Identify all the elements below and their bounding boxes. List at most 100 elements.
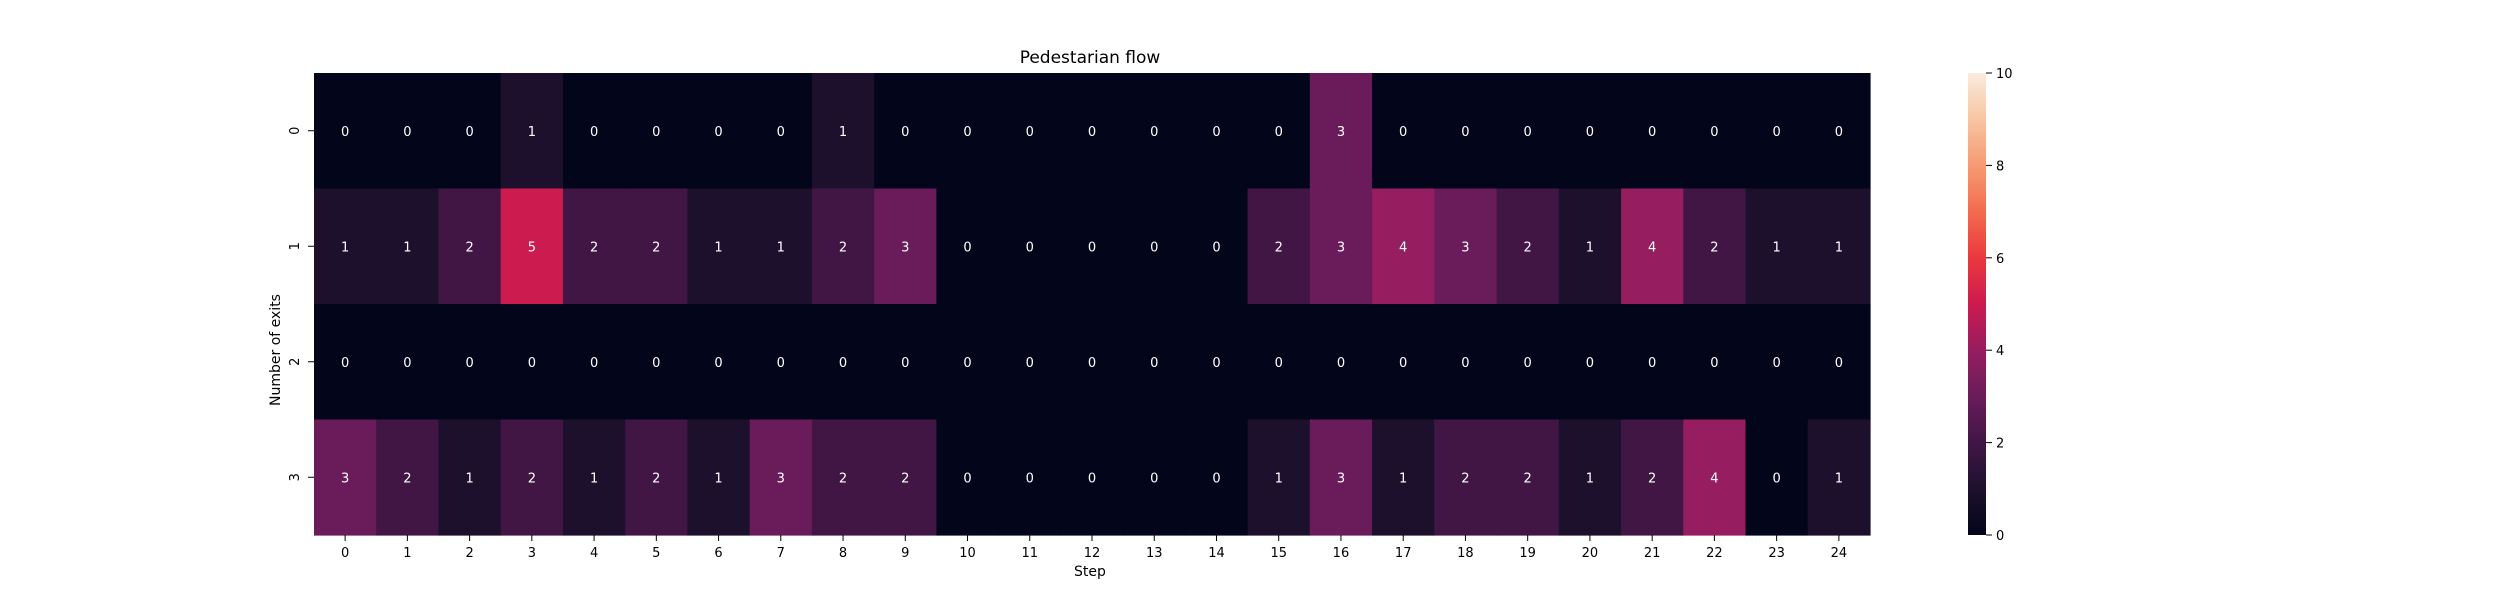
heatmap-cell <box>874 188 937 305</box>
heatmap-cell <box>687 188 751 305</box>
cell-value-label: 0 <box>1275 356 1283 371</box>
cell-value-label: 2 <box>590 240 598 255</box>
cell-value-label: 3 <box>1337 240 1345 255</box>
x-tick-label: 24 <box>1831 546 1848 561</box>
cell-value-label: 1 <box>1399 471 1407 486</box>
cell-value-label: 0 <box>1648 125 1656 140</box>
x-tick-label: 21 <box>1644 546 1661 561</box>
cell-value-label: 0 <box>1088 125 1096 140</box>
cell-value-label: 2 <box>839 240 847 255</box>
cell-value-label: 0 <box>1524 356 1532 371</box>
heatmap-cell <box>811 73 875 190</box>
heatmap-cell <box>1247 304 1311 421</box>
heatmap-cell <box>1185 419 1249 536</box>
heatmap-cell <box>1434 304 1498 421</box>
y-tick-label: 0 <box>288 127 303 135</box>
cell-value-label: 0 <box>1399 125 1407 140</box>
heatmap-cell <box>438 419 502 536</box>
cell-value-label: 0 <box>1524 125 1532 140</box>
heatmap-cell <box>1309 304 1373 421</box>
heatmap-cell <box>314 188 377 305</box>
heatmap-cell <box>1496 304 1560 421</box>
cell-value-label: 1 <box>1772 240 1780 255</box>
heatmap-cell <box>1807 73 1871 190</box>
x-axis-label: Step <box>1074 564 1106 580</box>
heatmap-cell <box>811 419 875 536</box>
heatmap-cell <box>438 73 502 190</box>
heatmap-cell <box>1621 73 1684 190</box>
heatmap-cell <box>1247 188 1311 305</box>
heatmap-cells <box>314 73 1871 536</box>
cell-value-label: 0 <box>652 125 660 140</box>
heatmap-cell <box>625 73 689 190</box>
heatmap-cell <box>749 73 813 190</box>
heatmap-cell <box>625 188 689 305</box>
cell-value-label: 0 <box>1150 471 1158 486</box>
heatmap-cell <box>314 304 377 421</box>
cell-value-label: 2 <box>652 240 660 255</box>
cell-value-label: 1 <box>1835 240 1843 255</box>
y-tick-label: 3 <box>288 473 303 481</box>
heatmap-cell <box>1745 188 1809 305</box>
heatmap-cell <box>438 188 502 305</box>
cell-value-label: 1 <box>1835 471 1843 486</box>
heatmap-cell <box>1309 419 1373 536</box>
heatmap-cell <box>687 73 751 190</box>
cell-value-label: 2 <box>1461 471 1469 486</box>
heatmap-cell <box>1123 419 1186 536</box>
cell-value-label: 0 <box>963 240 971 255</box>
cell-value-label: 0 <box>465 356 473 371</box>
cell-value-label: 2 <box>652 471 660 486</box>
colorbar <box>1968 73 1986 535</box>
cell-value-label: 3 <box>341 471 349 486</box>
x-tick-label: 16 <box>1333 546 1350 561</box>
heatmap-cell <box>749 419 813 536</box>
heatmap-cell <box>625 304 689 421</box>
cell-value-label: 2 <box>465 240 473 255</box>
cell-value-label: 2 <box>1524 471 1532 486</box>
x-tick-label: 7 <box>777 546 785 561</box>
cell-value-label: 0 <box>1088 356 1096 371</box>
heatmap-cell <box>1496 73 1560 190</box>
cell-value-label: 0 <box>1461 356 1469 371</box>
heatmap-cell <box>1807 304 1871 421</box>
y-axis-label: Number of exits <box>268 294 284 406</box>
cell-value-label: 0 <box>1212 125 1220 140</box>
x-tick-label: 6 <box>714 546 722 561</box>
cell-value-label: 5 <box>528 240 536 255</box>
heatmap-cell <box>562 304 626 421</box>
cell-value-label: 0 <box>1461 125 1469 140</box>
heatmap-cell <box>1372 304 1435 421</box>
heatmap-cell <box>625 419 689 536</box>
cell-value-label: 3 <box>777 471 785 486</box>
x-tick-label: 3 <box>528 546 536 561</box>
cell-value-label: 0 <box>1026 240 1034 255</box>
cell-value-label: 0 <box>1835 125 1843 140</box>
cell-value-label: 3 <box>1461 240 1469 255</box>
cell-value-label: 3 <box>901 240 909 255</box>
cell-value-label: 0 <box>1399 356 1407 371</box>
cell-value-label: 2 <box>839 471 847 486</box>
heatmap-cell <box>500 188 564 305</box>
cell-value-label: 2 <box>901 471 909 486</box>
heatmap-cell <box>1185 304 1249 421</box>
x-tick-label: 13 <box>1146 546 1163 561</box>
heatmap-cell <box>811 304 875 421</box>
cell-value-label: 0 <box>1088 240 1096 255</box>
cell-value-label: 0 <box>1835 356 1843 371</box>
cell-value-label: 0 <box>652 356 660 371</box>
cell-value-label: 0 <box>1212 356 1220 371</box>
cell-value-label: 0 <box>1212 240 1220 255</box>
colorbar-tick-label: 10 <box>1996 67 2013 82</box>
heatmap-cell <box>749 188 813 305</box>
cell-value-label: 0 <box>1150 125 1158 140</box>
cell-value-label: 0 <box>1586 356 1594 371</box>
heatmap-cell <box>687 419 751 536</box>
x-tick-label: 19 <box>1519 546 1536 561</box>
heatmap-cell <box>811 188 875 305</box>
heatmap-cell <box>1185 188 1249 305</box>
heatmap-cell <box>1372 419 1435 536</box>
cell-value-label: 0 <box>777 356 785 371</box>
heatmap-cell <box>562 419 626 536</box>
